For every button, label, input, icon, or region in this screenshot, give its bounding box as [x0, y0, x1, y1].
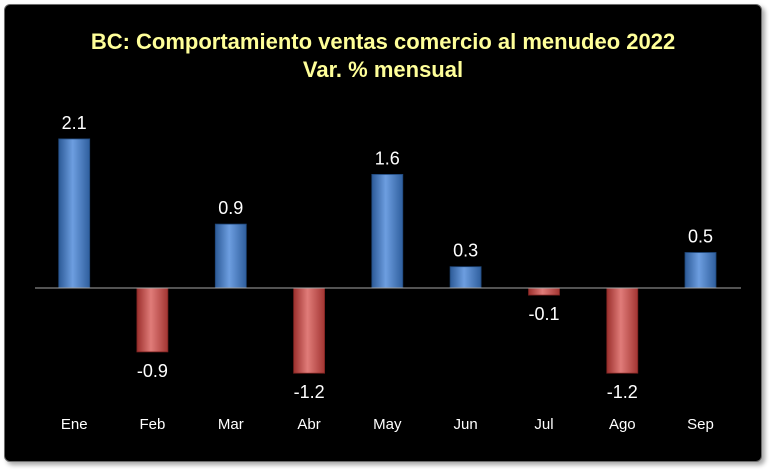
bar-sep: [684, 252, 717, 289]
category-label-jun: Jun: [454, 416, 478, 433]
bar-chart: BC: Comportamiento ventas comercio al me…: [35, 29, 741, 433]
data-label-feb: -0.9: [137, 361, 168, 381]
bars-group: [58, 138, 717, 374]
labels-group: 2.1 Ene -0.9 Feb 0.9 Mar -1.2 Abr 1.6 May 0.3 Jun -0…: [61, 113, 714, 433]
data-label-jun: 0.3: [453, 241, 478, 261]
category-label-ago: Ago: [609, 416, 636, 433]
bar-jul: [528, 287, 560, 296]
chart-frame: BC: Comportamiento ventas comercio al me…: [4, 4, 762, 462]
bar-ene: [58, 138, 91, 289]
category-label-feb: Feb: [139, 416, 165, 433]
bar-ago: [606, 287, 639, 374]
category-label-abr: Abr: [297, 416, 320, 433]
data-label-jul: -0.1: [528, 304, 559, 324]
data-label-ene: 2.1: [62, 113, 87, 133]
data-label-may: 1.6: [375, 148, 400, 168]
category-label-may: May: [373, 416, 402, 433]
data-label-abr: -1.2: [294, 382, 325, 402]
chart-subtitle: Var. % mensual: [303, 57, 463, 82]
bar-may: [371, 173, 404, 289]
data-label-sep: 0.5: [688, 227, 713, 247]
category-label-sep: Sep: [687, 416, 714, 433]
bar-jun: [449, 266, 482, 289]
bar-mar: [214, 223, 247, 289]
bar-abr: [293, 287, 326, 374]
chart-title: BC: Comportamiento ventas comercio al me…: [91, 29, 675, 54]
category-label-ene: Ene: [61, 416, 88, 433]
category-label-jul: Jul: [534, 416, 553, 433]
category-label-mar: Mar: [218, 416, 244, 433]
bar-feb: [136, 287, 169, 353]
data-label-mar: 0.9: [218, 198, 243, 218]
data-label-ago: -1.2: [607, 382, 638, 402]
